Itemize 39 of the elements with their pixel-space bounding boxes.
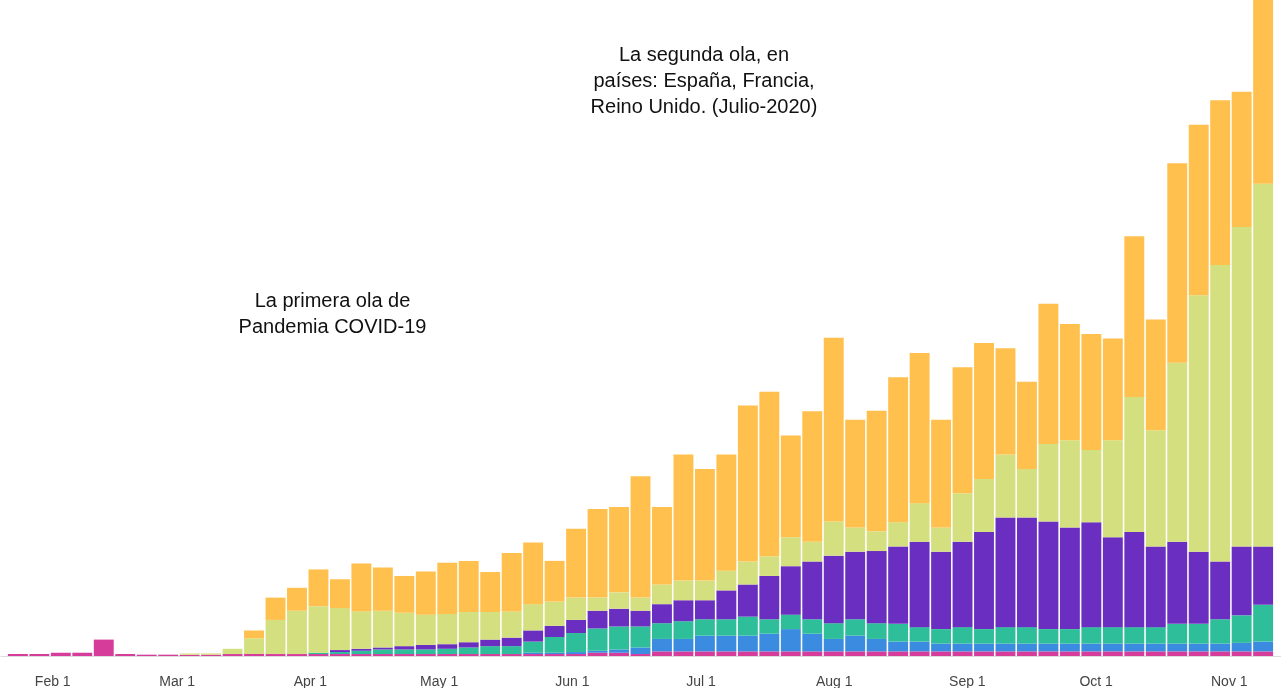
bar xyxy=(630,610,651,627)
x-tick-label: Oct 1 xyxy=(1079,672,1114,688)
x-tick-label: Mar 1 xyxy=(159,672,196,688)
x-tick-label: Sep 1 xyxy=(949,672,986,688)
bar xyxy=(995,454,1016,518)
bar xyxy=(995,348,1016,455)
bar xyxy=(974,629,994,644)
bar xyxy=(974,532,994,630)
x-tick-label: Aug 1 xyxy=(815,672,853,688)
bar xyxy=(630,597,651,611)
bar xyxy=(244,630,264,639)
bar xyxy=(952,651,973,656)
bar xyxy=(995,627,1016,644)
x-tick-label: Feb 1 xyxy=(34,672,71,688)
bar xyxy=(287,587,307,611)
bar xyxy=(952,367,973,494)
x-tick-label: Jun 1 xyxy=(555,672,590,688)
bar xyxy=(265,619,286,655)
annotation: La segunda ola, en países: España, Francia, Reino Unido. (Julio-2020) xyxy=(590,43,818,117)
bar xyxy=(952,493,973,542)
bar xyxy=(630,626,651,648)
bar xyxy=(995,651,1016,656)
x-tick-label: Nov 1 xyxy=(1210,672,1248,688)
bar xyxy=(952,627,973,644)
bar xyxy=(630,476,651,598)
bar xyxy=(974,343,994,479)
x-tick-label: May 1 xyxy=(420,672,459,688)
bar xyxy=(974,651,994,656)
bar xyxy=(308,569,329,607)
bar xyxy=(995,517,1016,628)
bar xyxy=(974,478,994,533)
x-tick-label: Jul 1 xyxy=(686,672,717,688)
bar xyxy=(630,647,651,655)
x-tick-label: Apr 1 xyxy=(293,672,328,688)
bar xyxy=(308,606,329,653)
bar xyxy=(952,541,973,628)
bar xyxy=(287,610,307,655)
annotation: La primera ola de Pandemia COVID-19 xyxy=(238,289,427,337)
bar xyxy=(265,597,286,620)
